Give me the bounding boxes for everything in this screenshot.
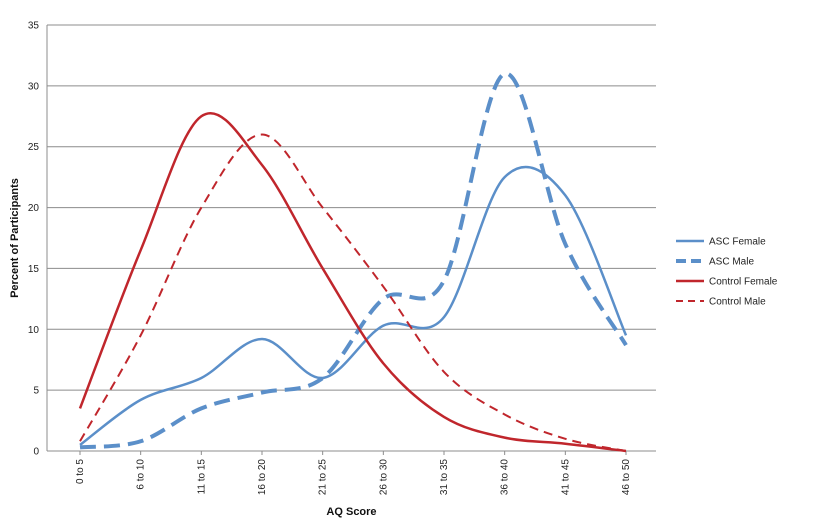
series-line-asc-male <box>79 71 628 450</box>
y-tick-label: 20 <box>28 203 40 214</box>
x-tick-label: 11 to 15 <box>196 459 207 495</box>
y-tick-label: 15 <box>28 264 40 275</box>
x-axis-title: AQ Score <box>326 506 376 518</box>
series-line-asc-female <box>79 165 628 446</box>
x-tick-label: 36 to 40 <box>500 459 511 496</box>
legend-label-asc-male: ASC Male <box>709 257 754 268</box>
x-tick-label: 21 to 25 <box>318 459 329 496</box>
y-tick-label: 5 <box>33 386 39 397</box>
x-tick-label: 46 to 50 <box>621 459 632 496</box>
y-tick-label: 35 <box>28 21 40 32</box>
x-tick-label: 26 to 30 <box>378 459 389 496</box>
x-tick-label: 6 to 10 <box>136 459 147 490</box>
legend: ASC Female ASC Male Control Female Control … <box>676 237 778 308</box>
gridlines <box>47 24 656 391</box>
x-tick-label: 0 to 5 <box>75 459 86 484</box>
axes: 0 5 10 15 20 25 30 35 0 to 5 6 to 10 11 to 15 16 to… <box>28 21 656 496</box>
legend-label-asc-female: ASC Female <box>709 237 766 248</box>
legend-label-control-male: Control Male <box>709 297 766 308</box>
x-tick-label: 16 to 20 <box>257 459 268 496</box>
y-tick-label: 30 <box>28 81 40 92</box>
x-tick-label: 31 to 35 <box>439 459 450 496</box>
legend-label-control-female: Control Female <box>709 277 778 288</box>
y-tick-label: 0 <box>33 447 39 458</box>
y-axis-title: Percent of Participants <box>9 178 21 298</box>
y-tick-label: 25 <box>28 142 40 153</box>
series-lines <box>78 71 628 453</box>
series-line-control-male <box>79 133 627 452</box>
series-line-control-female <box>78 112 627 453</box>
x-tick-label: 41 to 45 <box>560 459 571 496</box>
y-tick-label: 10 <box>28 325 40 336</box>
